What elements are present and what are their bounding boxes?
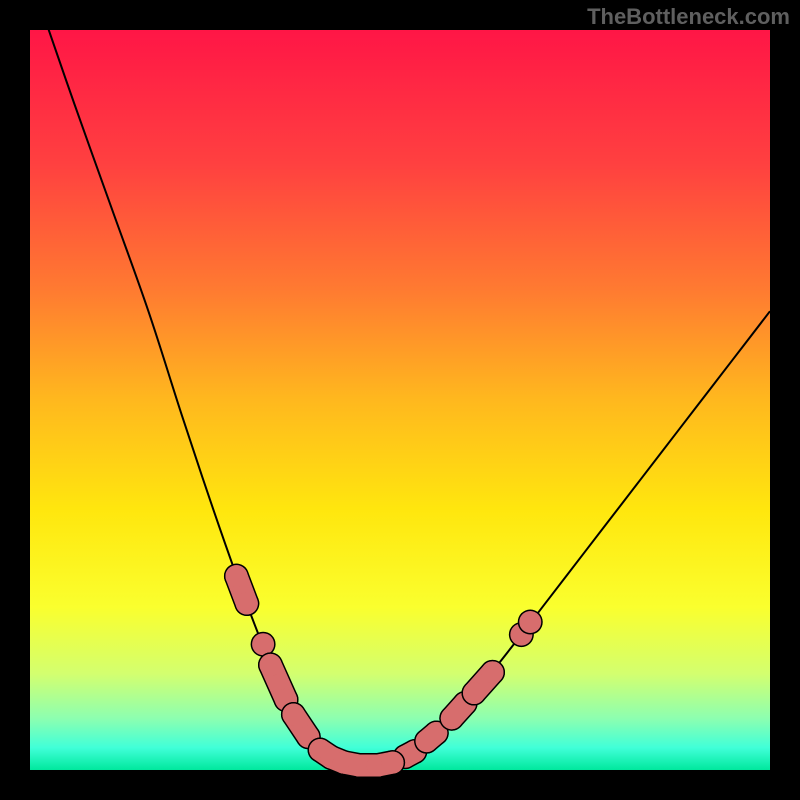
left-marker (252, 633, 274, 655)
chart-svg (0, 0, 800, 800)
right-cluster-3-fill-cap (463, 682, 485, 704)
right-cluster-3-fill-cap (482, 661, 504, 683)
left-cluster-0-fill-cap (225, 565, 247, 587)
watermark-text: TheBottleneck.com (587, 4, 790, 30)
left-cluster-0-fill-cap (236, 593, 258, 615)
right-marker (519, 611, 541, 633)
left-cluster-2-fill-cap (260, 654, 282, 676)
bottom-band-fill-cap (382, 752, 404, 774)
left-cluster-3-fill-cap (282, 704, 304, 726)
plot-background (30, 30, 770, 770)
bottleneck-chart (0, 0, 800, 800)
